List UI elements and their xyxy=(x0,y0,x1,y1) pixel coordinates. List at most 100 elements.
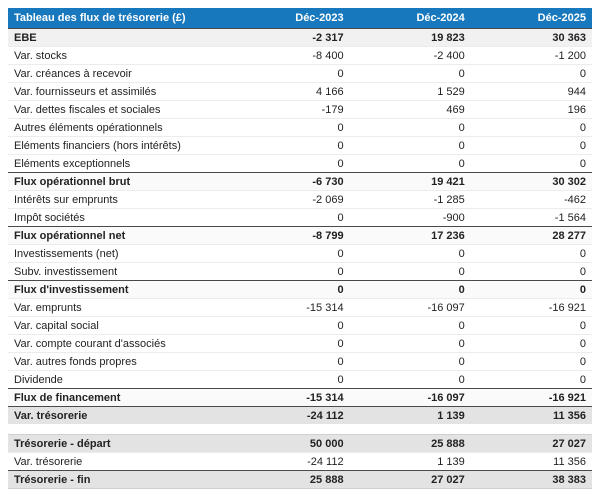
row-value: 38 383 xyxy=(470,470,592,489)
row-value: 0 xyxy=(349,136,471,155)
table-row: Var. stocks -8 400 -2 400 -1 200 xyxy=(8,46,592,65)
row-label: Var. dettes fiscales et sociales xyxy=(8,100,229,119)
row-label: EBE xyxy=(8,28,229,47)
cash-flow-table-container: Tableau des flux de trésorerie (£) Déc-2… xyxy=(8,8,592,489)
row-label: Eléments financiers (hors intérêts) xyxy=(8,136,229,155)
table-row: Eléments financiers (hors intérêts) 0 0 0 xyxy=(8,136,592,155)
row-value: -2 317 xyxy=(228,28,350,47)
table-row: Var. trésorerie -24 112 1 139 11 356 xyxy=(8,452,592,471)
row-label: Flux d'investissement xyxy=(8,280,229,299)
column-header-dec-2024: Déc-2024 xyxy=(349,8,471,29)
treasury-summary-table: Trésorerie - départ 50 000 25 888 27 027 Var… xyxy=(8,434,592,489)
row-value: 0 xyxy=(470,136,592,155)
row-value: -16 921 xyxy=(470,298,592,317)
row-value: 1 139 xyxy=(349,406,471,424)
row-value: 0 xyxy=(228,154,350,173)
row-value: 25 888 xyxy=(228,470,350,489)
row-value: 11 356 xyxy=(470,452,592,471)
row-value: 0 xyxy=(470,118,592,137)
row-label: Var. trésorerie xyxy=(8,406,229,424)
row-value: 196 xyxy=(470,100,592,119)
table-row: Flux d'investissement 0 0 0 xyxy=(8,280,592,299)
table-row: Trésorerie - fin 25 888 27 027 38 383 xyxy=(8,470,592,489)
column-header-dec-2025: Déc-2025 xyxy=(470,8,592,29)
row-value: -2 400 xyxy=(349,46,471,65)
row-value: -2 069 xyxy=(228,190,350,209)
row-value: 11 356 xyxy=(470,406,592,424)
table-row: Subv. investissement 0 0 0 xyxy=(8,262,592,281)
row-value: -15 314 xyxy=(228,298,350,317)
cash-flow-table: Tableau des flux de trésorerie (£) Déc-2… xyxy=(8,8,592,424)
row-value: -462 xyxy=(470,190,592,209)
row-label: Var. créances à recevoir xyxy=(8,64,229,83)
row-label: Trésorerie - départ xyxy=(8,434,229,453)
treasury-summary-container: Trésorerie - départ 50 000 25 888 27 027 Var… xyxy=(8,434,592,489)
table-row: Var. compte courant d'associés 0 0 0 xyxy=(8,334,592,353)
row-value: 1 139 xyxy=(349,452,471,471)
row-value: 0 xyxy=(349,64,471,83)
row-label: Intérêts sur emprunts xyxy=(8,190,229,209)
summary-table-body: Trésorerie - départ 50 000 25 888 27 027 Var… xyxy=(8,434,592,489)
table-row: Var. dettes fiscales et sociales -179 469 1… xyxy=(8,100,592,119)
row-label: Var. autres fonds propres xyxy=(8,352,229,371)
row-label: Investissements (net) xyxy=(8,244,229,263)
table-row: Var. emprunts -15 314 -16 097 -16 921 xyxy=(8,298,592,317)
row-label: Flux de financement xyxy=(8,388,229,407)
row-value: 0 xyxy=(470,262,592,281)
row-value: 30 302 xyxy=(470,172,592,191)
row-label: Eléments exceptionnels xyxy=(8,154,229,173)
row-label: Impôt sociétés xyxy=(8,208,229,227)
row-label: Flux opérationnel net xyxy=(8,226,229,245)
row-value: 0 xyxy=(349,352,471,371)
row-label: Flux opérationnel brut xyxy=(8,172,229,191)
row-value: 0 xyxy=(349,280,471,299)
row-value: 19 421 xyxy=(349,172,471,191)
row-label: Var. stocks xyxy=(8,46,229,65)
row-value: 0 xyxy=(349,244,471,263)
table-row: Investissements (net) 0 0 0 xyxy=(8,244,592,263)
table-body: EBE -2 317 19 823 30 363 Var. stocks -8 400 -2… xyxy=(8,28,592,424)
table-row: Autres éléments opérationnels 0 0 0 xyxy=(8,118,592,137)
row-value: 0 xyxy=(349,316,471,335)
row-value: 0 xyxy=(349,154,471,173)
table-row: Trésorerie - départ 50 000 25 888 27 027 xyxy=(8,434,592,453)
row-value: 0 xyxy=(470,280,592,299)
row-value: -24 112 xyxy=(228,452,350,471)
row-label: Dividende xyxy=(8,370,229,389)
row-label: Trésorerie - fin xyxy=(8,470,229,489)
row-value: 17 236 xyxy=(349,226,471,245)
table-row: Var. autres fonds propres 0 0 0 xyxy=(8,352,592,371)
row-value: 0 xyxy=(228,118,350,137)
row-label: Var. emprunts xyxy=(8,298,229,317)
table-header: Tableau des flux de trésorerie (£) Déc-2… xyxy=(8,8,592,29)
row-value: -6 730 xyxy=(228,172,350,191)
row-label: Var. capital social xyxy=(8,316,229,335)
row-value: 27 027 xyxy=(470,434,592,453)
table-row: Flux opérationnel brut -6 730 19 421 30 302 xyxy=(8,172,592,191)
row-value: -8 799 xyxy=(228,226,350,245)
row-value: 0 xyxy=(228,370,350,389)
row-value: 0 xyxy=(228,334,350,353)
row-value: 0 xyxy=(470,334,592,353)
row-value: 0 xyxy=(228,208,350,227)
table-row: Flux de financement -15 314 -16 097 -16 921 xyxy=(8,388,592,407)
row-value: 0 xyxy=(470,316,592,335)
row-value: -179 xyxy=(228,100,350,119)
table-row: Eléments exceptionnels 0 0 0 xyxy=(8,154,592,173)
row-value: 30 363 xyxy=(470,28,592,47)
row-value: -1 200 xyxy=(470,46,592,65)
row-value: 0 xyxy=(228,352,350,371)
row-value: 0 xyxy=(228,136,350,155)
table-row: Var. capital social 0 0 0 xyxy=(8,316,592,335)
row-value: 19 823 xyxy=(349,28,471,47)
row-value: 469 xyxy=(349,100,471,119)
table-row: Flux opérationnel net -8 799 17 236 28 277 xyxy=(8,226,592,245)
row-label: Var. fournisseurs et assimilés xyxy=(8,82,229,101)
row-value: -24 112 xyxy=(228,406,350,424)
table-row: Var. fournisseurs et assimilés 4 166 1 529… xyxy=(8,82,592,101)
row-label: Var. compte courant d'associés xyxy=(8,334,229,353)
row-value: 0 xyxy=(228,64,350,83)
row-value: 0 xyxy=(228,316,350,335)
table-row: Dividende 0 0 0 xyxy=(8,370,592,389)
row-value: 0 xyxy=(228,262,350,281)
